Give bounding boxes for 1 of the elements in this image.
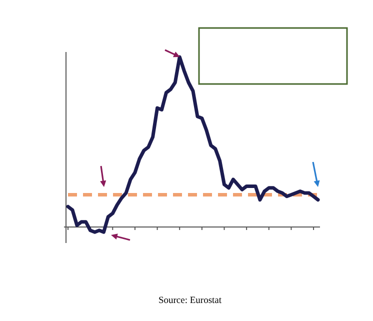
source-note: Source: Eurostat xyxy=(158,296,222,306)
